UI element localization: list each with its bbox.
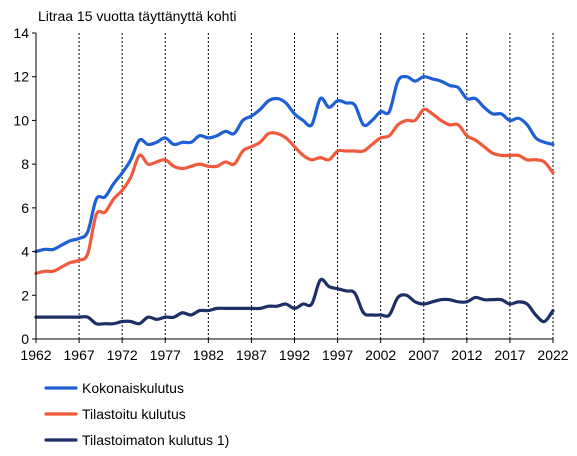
x-tick-label: 2002 xyxy=(365,347,396,363)
axes xyxy=(32,32,554,343)
x-tick-label: 1987 xyxy=(236,347,267,363)
y-tick-label: 14 xyxy=(13,25,29,41)
legend: Kokonaiskulutus Tilastoitu kulutus Tilasto… xyxy=(44,380,229,448)
x-tick-label: 1997 xyxy=(322,347,353,363)
x-tick-label: 1992 xyxy=(279,347,310,363)
chart-title: Litraa 15 vuotta täyttänyttä kohti xyxy=(38,8,236,24)
legend-label-2: Tilastoitu kulutus xyxy=(82,406,186,422)
x-tick-label: 1982 xyxy=(193,347,224,363)
x-tick-label: 1977 xyxy=(150,347,181,363)
y-axis-tick-labels: 0 2 4 6 8 10 12 14 xyxy=(13,25,29,347)
x-tick-label: 1967 xyxy=(64,347,95,363)
y-tick-label: 12 xyxy=(13,69,29,85)
y-tick-label: 8 xyxy=(21,156,29,172)
x-axis-tick-labels: 1962 1967 1972 1977 1982 1987 1992 1997 2002 2007… xyxy=(20,347,568,363)
legend-label-3: Tilastoimaton kulutus 1) xyxy=(82,432,229,448)
x-tick-label: 2007 xyxy=(408,347,439,363)
x-tick-label: 1972 xyxy=(107,347,138,363)
x-tick-label: 1962 xyxy=(20,347,51,363)
x-tick-label: 2017 xyxy=(494,347,525,363)
y-tick-label: 10 xyxy=(13,112,29,128)
x-tick-label: 2012 xyxy=(451,347,482,363)
series-line-1 xyxy=(34,74,555,254)
y-tick-label: 4 xyxy=(21,244,29,260)
legend-label-1: Kokonaiskulutus xyxy=(82,380,184,396)
series-line-2 xyxy=(34,107,555,276)
y-tick-label: 6 xyxy=(21,200,29,216)
vertical-gridlines xyxy=(35,33,554,339)
y-tick-label: 2 xyxy=(21,287,29,303)
series-lines xyxy=(34,74,555,326)
series-line-3 xyxy=(34,277,555,326)
y-tick-label: 0 xyxy=(21,331,29,347)
x-tick-label: 2022 xyxy=(537,347,568,363)
